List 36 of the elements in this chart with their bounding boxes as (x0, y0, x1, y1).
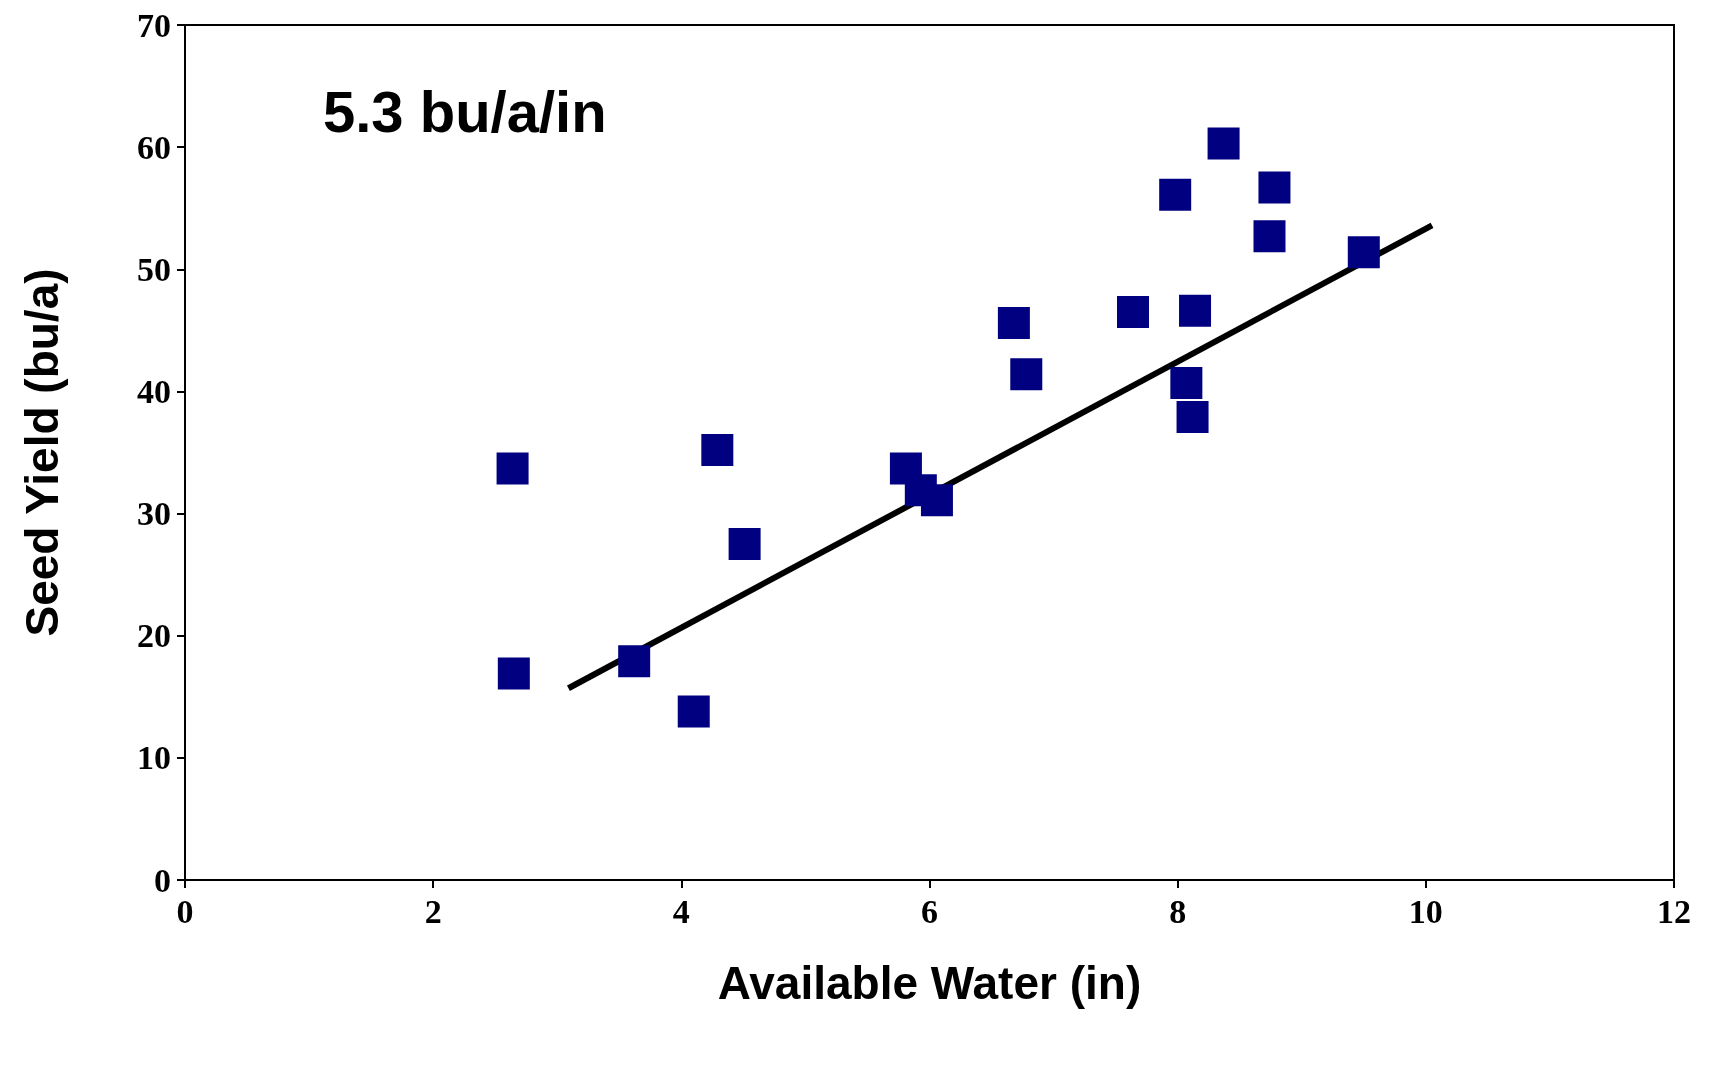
point (1176, 401, 1209, 434)
point (1258, 171, 1291, 204)
y-tick-label: 20 (137, 617, 171, 655)
y-tick-label: 70 (137, 6, 171, 44)
point (1253, 220, 1286, 253)
point (1170, 366, 1203, 399)
y-tick-label: 50 (137, 250, 171, 288)
point (997, 307, 1030, 340)
annotation: 5.3 bu/a/in (323, 78, 607, 144)
point (1117, 296, 1149, 329)
point (701, 434, 734, 467)
x-tick-label: 4 (672, 892, 690, 930)
point (728, 528, 761, 561)
y-tick-label: 30 (137, 495, 171, 533)
point (920, 484, 953, 517)
point (618, 645, 651, 678)
x-tick-label: 2 (424, 892, 442, 930)
y-tick-label: 60 (137, 128, 171, 166)
point (497, 657, 530, 690)
point (1347, 236, 1380, 269)
x-axis-title: Available Water (in) (717, 957, 1142, 1009)
x-tick-label: 12 (1657, 892, 1691, 930)
point (1159, 178, 1192, 211)
point (677, 695, 710, 728)
x-tick-label: 0 (176, 892, 194, 930)
y-axis-title: Seed Yield (bu/a) (16, 268, 68, 637)
y-tick-label: 10 (137, 739, 171, 777)
point (1010, 358, 1043, 391)
y-tick-label: 40 (137, 372, 171, 410)
point (1207, 127, 1240, 160)
y-tick-label: 0 (154, 861, 171, 899)
x-tick-label: 8 (1169, 892, 1187, 930)
x-tick-label: 6 (921, 892, 938, 930)
point (496, 452, 529, 485)
point (1179, 294, 1212, 327)
x-tick-label: 10 (1408, 892, 1443, 930)
